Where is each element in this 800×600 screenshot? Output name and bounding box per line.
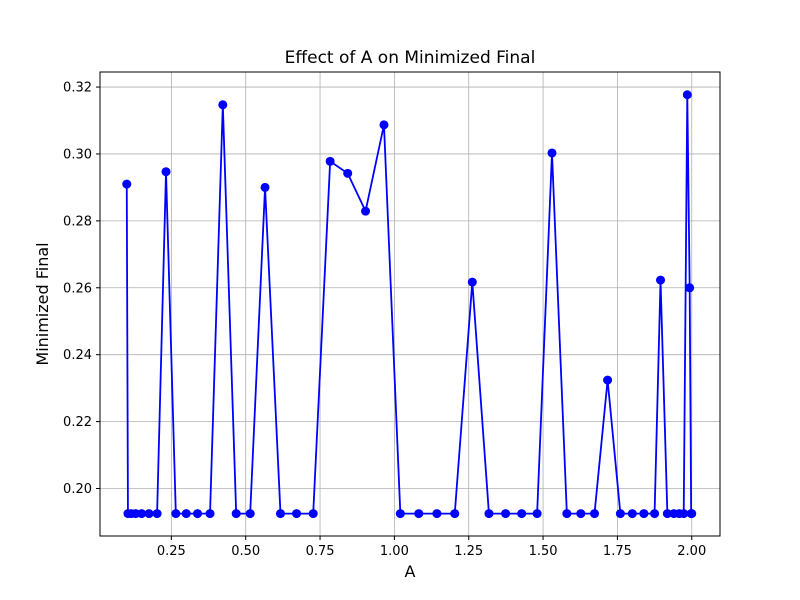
x-tick-label: 1.25 xyxy=(454,544,483,559)
data-point xyxy=(122,179,132,189)
data-point xyxy=(231,509,241,519)
data-point xyxy=(161,167,171,177)
data-point xyxy=(308,509,318,519)
y-tick-label: 0.28 xyxy=(63,214,92,229)
data-point xyxy=(590,509,600,519)
data-point xyxy=(361,206,371,216)
data-point xyxy=(205,509,215,519)
y-ticks: 0.20 0.22 0.24 0.26 0.28 0.30 0.32 xyxy=(63,81,100,497)
y-tick-label: 0.32 xyxy=(63,81,92,96)
data-point xyxy=(682,90,692,100)
x-tick-label: 1.75 xyxy=(603,544,632,559)
x-tick-label: 1.50 xyxy=(529,544,558,559)
y-tick-label: 0.20 xyxy=(63,482,92,497)
data-point xyxy=(685,283,695,293)
data-point xyxy=(432,509,442,519)
data-point xyxy=(171,509,181,519)
x-tick-label: 1.00 xyxy=(380,544,409,559)
y-tick-label: 0.30 xyxy=(63,147,92,162)
data-point xyxy=(260,182,270,192)
data-point xyxy=(532,509,542,519)
data-point xyxy=(276,509,285,519)
data-point xyxy=(181,509,191,519)
data-point xyxy=(144,509,154,519)
data-point xyxy=(639,509,649,519)
data-point xyxy=(627,509,637,519)
y-tick-label: 0.22 xyxy=(63,415,92,430)
data-point xyxy=(395,509,405,519)
data-point xyxy=(576,509,586,519)
data-point xyxy=(450,509,460,519)
plot-frame xyxy=(99,71,721,537)
data-point xyxy=(662,509,672,519)
y-axis-label: Minimized Final xyxy=(33,242,52,365)
data-point xyxy=(193,509,203,519)
x-tick-label: 0.75 xyxy=(306,544,335,559)
data-point xyxy=(218,100,228,110)
data-point xyxy=(292,509,302,519)
data-point xyxy=(687,509,697,519)
x-ticks: 0.25 0.50 0.75 1.00 1.25 1.50 1.75 2.00 xyxy=(157,536,706,559)
data-point xyxy=(547,148,557,158)
x-tick-label: 2.00 xyxy=(677,544,706,559)
data-point xyxy=(325,156,335,166)
x-tick-label: 0.50 xyxy=(231,544,260,559)
data-point xyxy=(656,275,666,285)
data-point xyxy=(615,509,625,519)
y-tick-label: 0.26 xyxy=(63,281,92,296)
data-point xyxy=(484,509,494,519)
data-point xyxy=(379,120,389,130)
x-axis-label: A xyxy=(405,562,416,581)
grid xyxy=(100,72,720,536)
data-point xyxy=(414,509,424,519)
chart-title: Effect of A on Minimized Final xyxy=(285,48,536,68)
data-point xyxy=(245,509,255,519)
data-point xyxy=(501,509,511,519)
data-point xyxy=(517,509,527,519)
data-point xyxy=(679,509,689,519)
data-point xyxy=(152,509,162,519)
data-point xyxy=(343,168,353,178)
data-point xyxy=(562,509,572,519)
data-point xyxy=(650,509,660,519)
y-tick-label: 0.24 xyxy=(63,348,92,363)
data-point xyxy=(467,277,477,287)
x-tick-label: 0.25 xyxy=(157,544,186,559)
data-point xyxy=(137,509,147,519)
series-layer xyxy=(122,90,697,519)
data-point xyxy=(603,375,613,385)
